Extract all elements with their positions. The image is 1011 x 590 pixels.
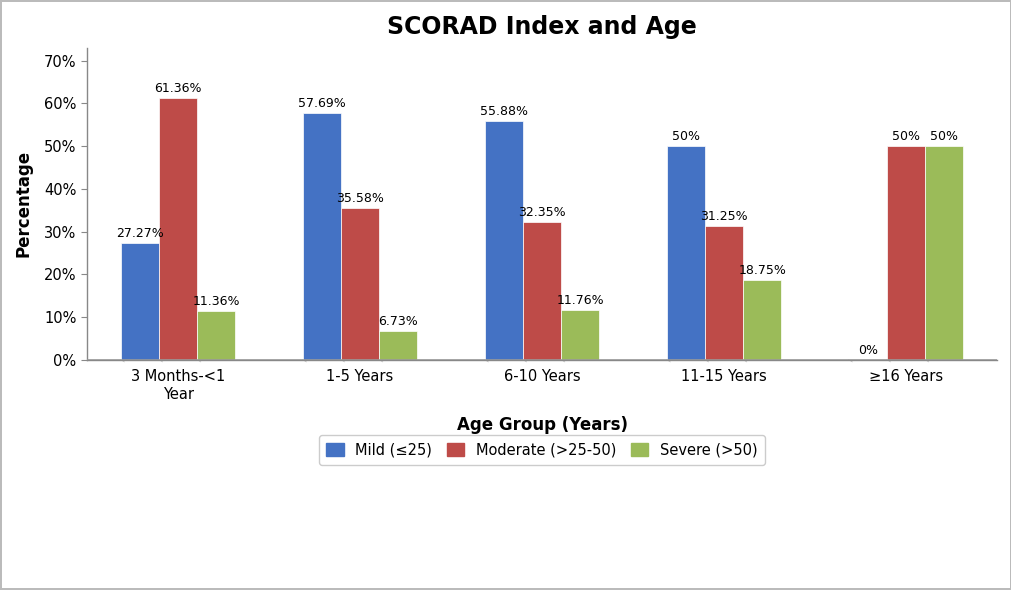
Bar (560, 310, 599, 360)
Text: 31.25%: 31.25% (700, 210, 747, 223)
Text: 57.69%: 57.69% (297, 97, 346, 110)
Bar (379, 331, 417, 360)
Bar (302, 113, 341, 360)
X-axis label: Age Group (Years): Age Group (Years) (456, 416, 627, 434)
Text: 55.88%: 55.88% (479, 105, 528, 118)
Text: 0%: 0% (857, 344, 877, 357)
Text: 11.76%: 11.76% (556, 293, 604, 307)
Bar (886, 146, 924, 360)
Bar (523, 222, 560, 360)
Text: 35.58%: 35.58% (336, 192, 383, 205)
Text: 18.75%: 18.75% (738, 264, 786, 277)
Text: 50%: 50% (929, 130, 957, 143)
Text: 61.36%: 61.36% (154, 81, 201, 94)
Text: 32.35%: 32.35% (518, 205, 565, 218)
Text: 6.73%: 6.73% (378, 315, 418, 328)
Text: 50%: 50% (671, 130, 699, 143)
Text: 27.27%: 27.27% (116, 227, 164, 240)
Title: SCORAD Index and Age: SCORAD Index and Age (387, 15, 697, 39)
Legend: Mild (≤25), Moderate (>25-50), Severe (>50): Mild (≤25), Moderate (>25-50), Severe (>… (318, 435, 764, 465)
Bar (742, 280, 780, 360)
Bar (159, 97, 197, 360)
Bar (341, 208, 379, 360)
Bar (705, 226, 742, 360)
Bar (666, 146, 705, 360)
Y-axis label: Percentage: Percentage (15, 150, 33, 257)
Bar (197, 311, 236, 360)
Bar (120, 243, 159, 360)
Bar (484, 121, 523, 360)
Text: 11.36%: 11.36% (192, 295, 240, 308)
Text: 50%: 50% (891, 130, 919, 143)
Bar (924, 146, 962, 360)
